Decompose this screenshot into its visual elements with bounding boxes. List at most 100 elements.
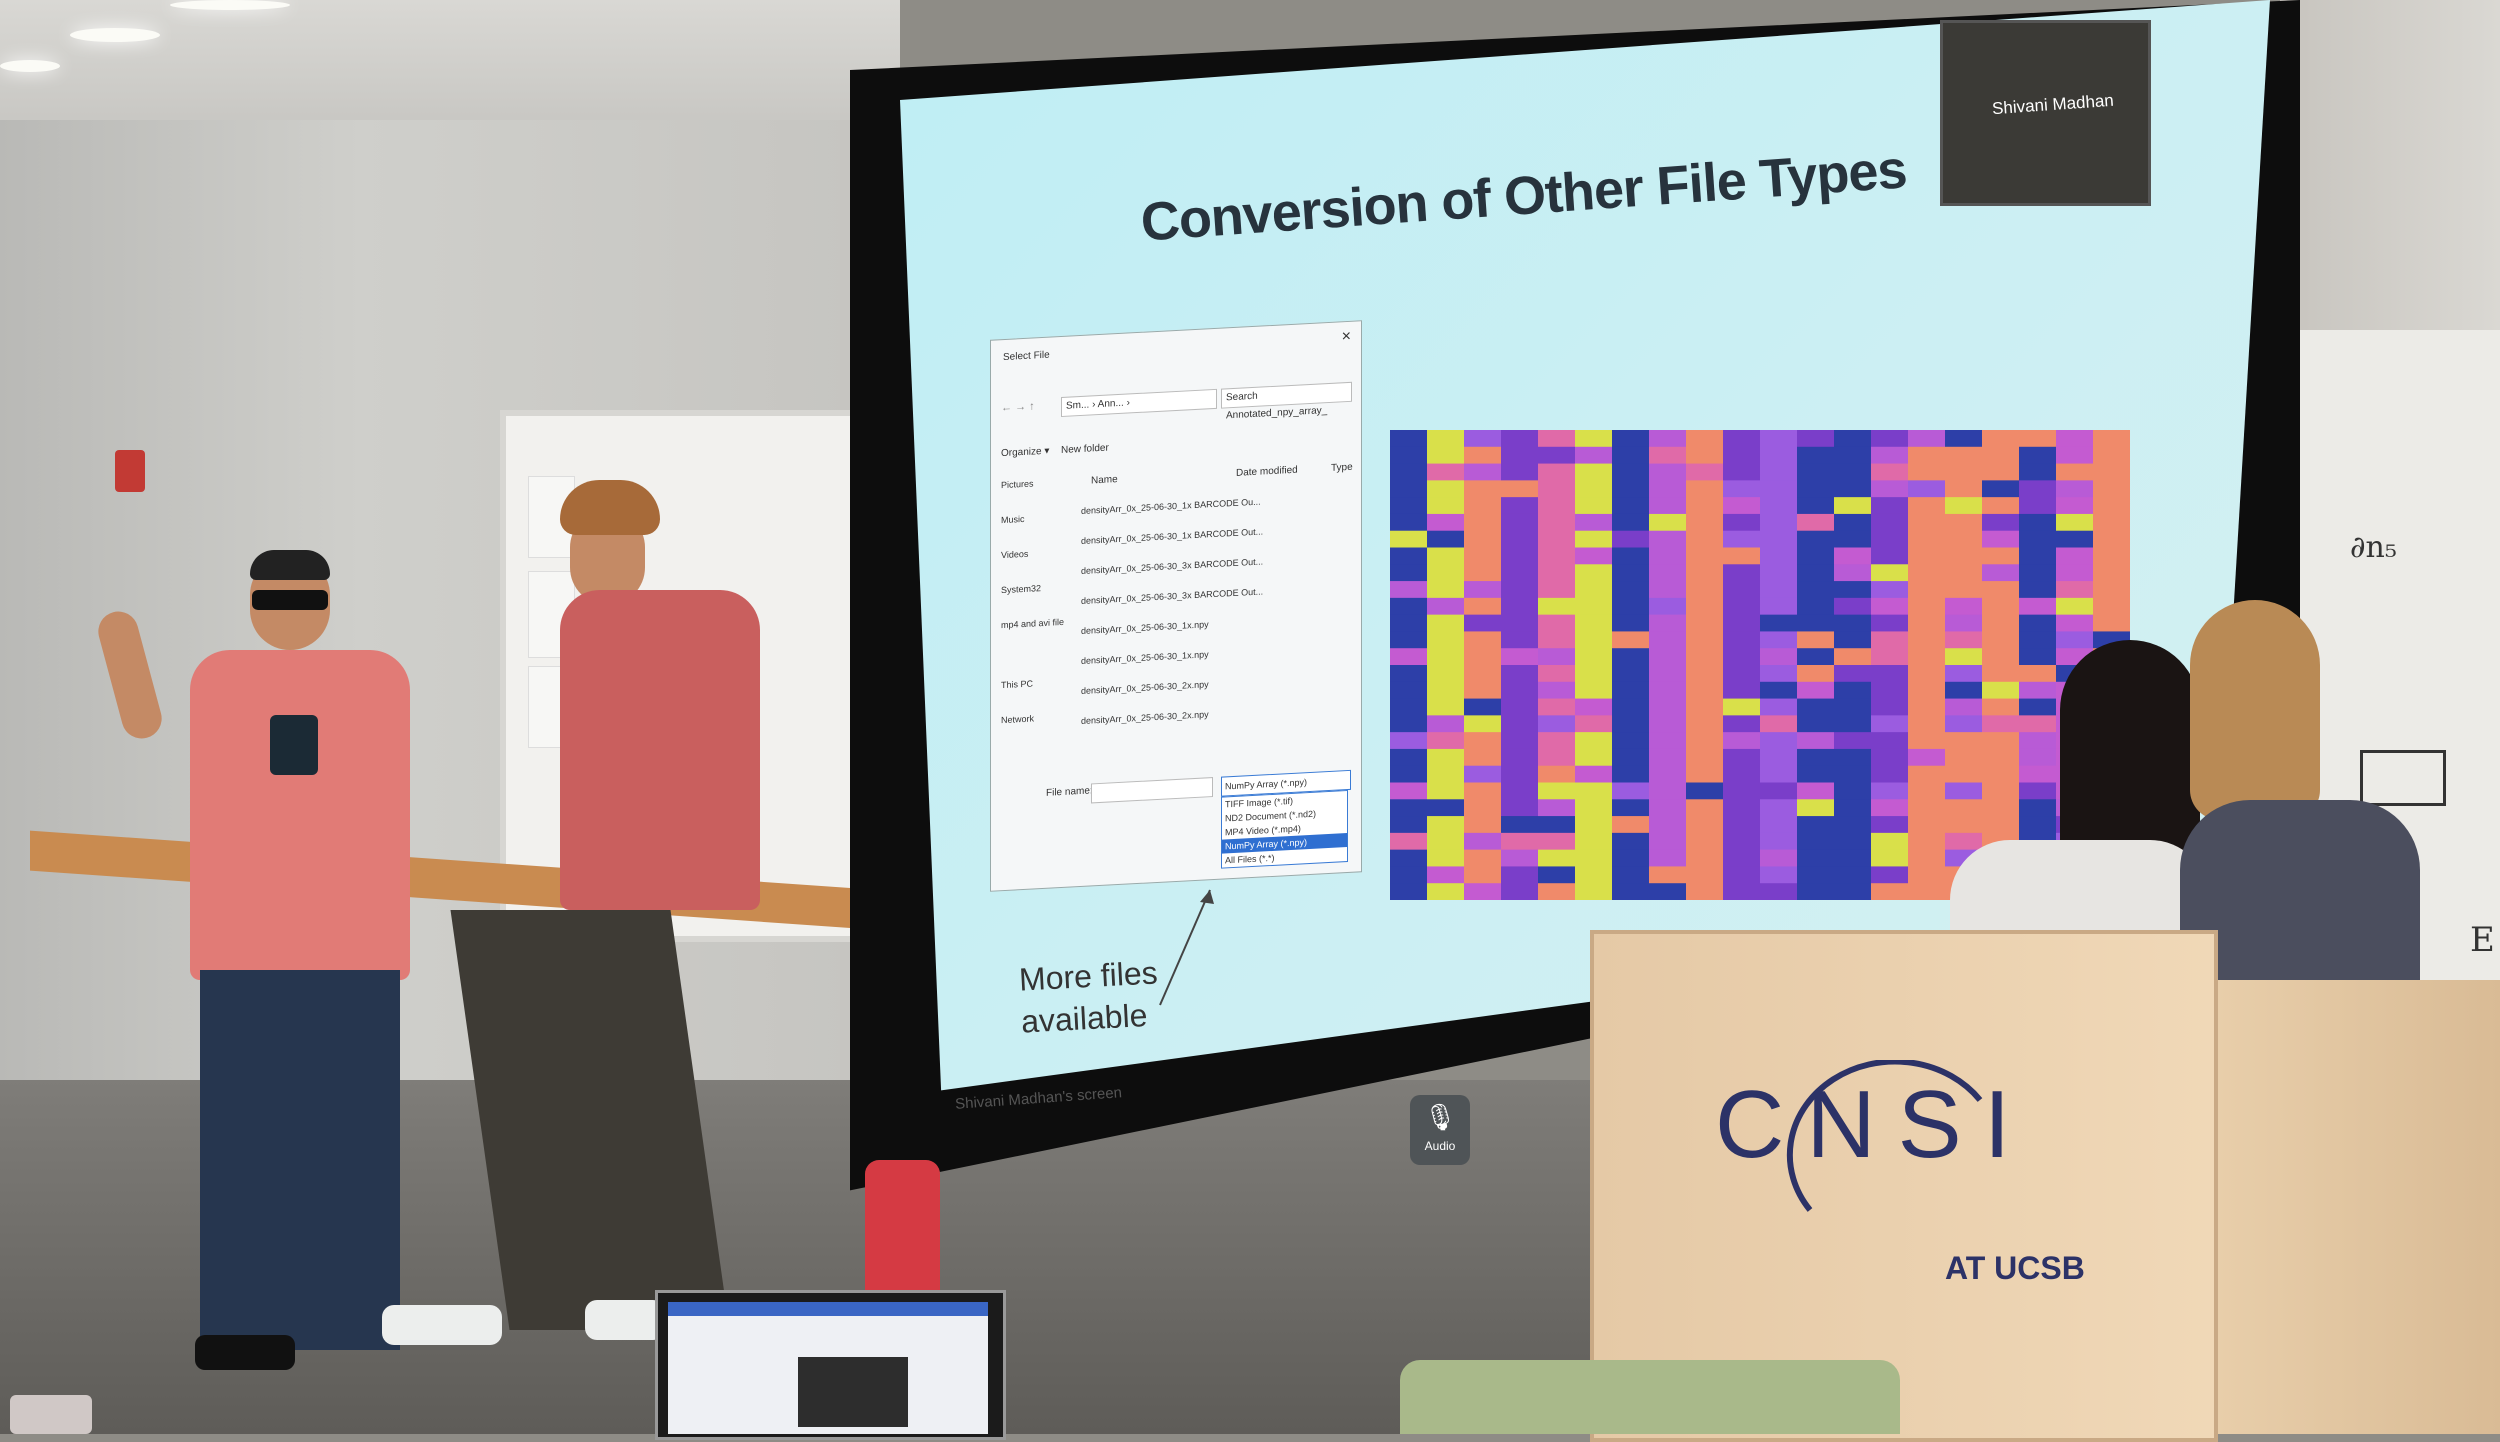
column-name[interactable]: Name bbox=[1091, 474, 1118, 487]
heatmap-cell bbox=[1464, 564, 1502, 582]
nav-item-mp4[interactable]: mp4 and avi file bbox=[1001, 616, 1065, 631]
heatmap-cell bbox=[1945, 832, 1983, 851]
heatmap-cell bbox=[1760, 765, 1798, 783]
heatmap-cell bbox=[1760, 480, 1798, 498]
heatmap-cell bbox=[1834, 480, 1872, 498]
close-icon[interactable]: × bbox=[1341, 327, 1351, 346]
hair bbox=[560, 480, 660, 535]
nav-item-pictures[interactable]: Pictures bbox=[1001, 478, 1034, 491]
heatmap-cell bbox=[1649, 681, 1687, 700]
heatmap-cell bbox=[1908, 849, 1946, 867]
heatmap-cell bbox=[1464, 782, 1502, 800]
heatmap-cell bbox=[1538, 866, 1576, 884]
heatmap-cell bbox=[1501, 446, 1539, 465]
laptop-screen bbox=[668, 1302, 988, 1434]
heatmap-cell bbox=[1982, 530, 2020, 548]
heatmap-cell bbox=[1686, 648, 1724, 666]
heatmap-cell bbox=[1760, 698, 1798, 716]
heatmap-cell bbox=[1723, 715, 1761, 733]
heatmap-cell bbox=[1464, 765, 1502, 783]
heatmap-cell bbox=[1464, 547, 1502, 565]
heatmap-cell bbox=[1760, 648, 1798, 666]
heatmap-cell bbox=[1723, 765, 1761, 783]
sunglasses bbox=[252, 590, 328, 610]
heatmap-cell bbox=[1649, 698, 1687, 716]
back-forward-icon[interactable]: ← → ↑ bbox=[1001, 400, 1035, 415]
heatmap-cell bbox=[1575, 782, 1613, 800]
heatmap-cell bbox=[1612, 832, 1650, 851]
heatmap-cell bbox=[1760, 782, 1798, 800]
presenter-video-tile bbox=[1940, 20, 2151, 206]
heatmap-cell bbox=[2019, 782, 2057, 800]
heatmap-cell bbox=[1908, 698, 1946, 716]
heatmap-cell bbox=[1871, 883, 1909, 900]
heatmap-cell bbox=[1427, 564, 1465, 582]
heatmap-cell bbox=[1390, 513, 1428, 532]
heatmap-cell bbox=[1464, 446, 1502, 465]
heatmap-cell bbox=[1686, 631, 1724, 649]
organize-menu[interactable]: Organize ▾ bbox=[1001, 445, 1050, 460]
filename-input[interactable] bbox=[1091, 777, 1213, 804]
heatmap-cell bbox=[1760, 614, 1798, 632]
address-bar[interactable]: Sm... › Ann... › bbox=[1061, 388, 1217, 418]
heatmap-cell bbox=[1649, 849, 1687, 867]
heatmap-cell bbox=[1501, 765, 1539, 783]
heatmap-cell bbox=[1538, 446, 1576, 465]
heatmap-cell bbox=[1575, 698, 1613, 716]
heatmap-cell bbox=[1501, 614, 1539, 632]
heatmap-cell bbox=[1760, 816, 1798, 834]
heatmap-cell bbox=[1686, 765, 1724, 783]
heatmap-cell bbox=[1649, 463, 1687, 481]
new-folder-button[interactable]: New folder bbox=[1061, 442, 1109, 457]
heatmap-cell bbox=[2093, 480, 2130, 498]
heatmap-cell bbox=[1982, 564, 2020, 582]
column-type[interactable]: Type bbox=[1331, 461, 1353, 474]
heatmap-cell bbox=[1538, 564, 1576, 582]
nav-item-system32[interactable]: System32 bbox=[1001, 583, 1042, 596]
ceiling-light bbox=[70, 28, 160, 42]
heatmap-cell bbox=[1649, 748, 1687, 767]
heatmap-cell bbox=[1945, 732, 1983, 750]
heatmap-cell bbox=[1908, 597, 1946, 616]
nav-item-this-pc[interactable]: This PC bbox=[1001, 678, 1034, 691]
heatmap-cell bbox=[1612, 614, 1650, 632]
heatmap-cell bbox=[1649, 799, 1687, 817]
heatmap-cell bbox=[2019, 530, 2057, 548]
heatmap-cell bbox=[1501, 866, 1539, 884]
nav-item-music[interactable]: Music bbox=[1001, 513, 1025, 526]
heatmap-cell bbox=[1871, 782, 1909, 800]
heatmap-cell bbox=[1686, 849, 1724, 867]
heatmap-cell bbox=[2019, 715, 2057, 733]
heatmap-cell bbox=[1464, 463, 1502, 481]
white-shoe bbox=[382, 1305, 502, 1345]
heatmap-cell bbox=[1575, 648, 1613, 666]
heatmap-cell bbox=[1797, 849, 1835, 867]
heatmap-cell bbox=[1427, 631, 1465, 649]
heatmap-cell bbox=[1501, 698, 1539, 716]
heatmap-cell bbox=[1945, 530, 1983, 548]
heatmap-cell bbox=[1723, 547, 1761, 565]
column-date[interactable]: Date modified bbox=[1236, 464, 1298, 479]
heatmap-cell bbox=[1723, 866, 1761, 884]
heatmap-cell bbox=[1760, 799, 1798, 817]
heatmap-cell bbox=[1834, 463, 1872, 481]
heatmap-cell bbox=[1686, 883, 1724, 900]
search-input[interactable]: Search Annotated_npy_array_ bbox=[1221, 381, 1352, 421]
heatmap-cell bbox=[1612, 547, 1650, 565]
heatmap-cell bbox=[1982, 782, 2020, 800]
heatmap-cell bbox=[1575, 430, 1613, 448]
heatmap-cell bbox=[1575, 463, 1613, 481]
heatmap-cell bbox=[1612, 816, 1650, 834]
heatmap-cell bbox=[2019, 430, 2057, 448]
heatmap-cell bbox=[1723, 430, 1761, 448]
heatmap-cell bbox=[2093, 497, 2130, 515]
heatmap-cell bbox=[1797, 648, 1835, 666]
heatmap-cell bbox=[1612, 480, 1650, 498]
heatmap-cell bbox=[2056, 480, 2094, 498]
heatmap-cell bbox=[2019, 614, 2057, 632]
heatmap-cell bbox=[1575, 480, 1613, 498]
nav-item-network[interactable]: Network bbox=[1001, 713, 1035, 726]
heatmap-cell bbox=[1834, 497, 1872, 515]
nav-item-videos[interactable]: Videos bbox=[1001, 548, 1029, 561]
heatmap-cell bbox=[1760, 866, 1798, 884]
